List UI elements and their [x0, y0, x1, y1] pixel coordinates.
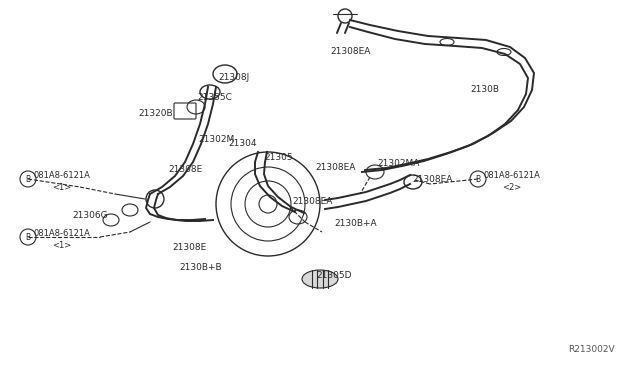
- Text: 2130B+B: 2130B+B: [179, 263, 221, 272]
- Text: 2130B+A: 2130B+A: [334, 218, 376, 228]
- Text: 081A8-6121A: 081A8-6121A: [484, 171, 541, 180]
- Text: 21308J: 21308J: [218, 73, 249, 81]
- Text: 21302M: 21302M: [198, 135, 234, 144]
- Text: <1>: <1>: [52, 183, 71, 192]
- Ellipse shape: [302, 270, 338, 288]
- Text: 21302MA: 21302MA: [377, 160, 419, 169]
- Text: 21308EA: 21308EA: [315, 164, 355, 173]
- Text: 21306G: 21306G: [72, 212, 108, 221]
- Text: B: B: [26, 232, 31, 241]
- Text: B: B: [26, 174, 31, 183]
- Text: <2>: <2>: [502, 183, 521, 192]
- Text: B: B: [476, 174, 481, 183]
- Text: 21308E: 21308E: [168, 164, 202, 173]
- Text: 21308E: 21308E: [172, 243, 206, 251]
- Text: 081A8-6121A: 081A8-6121A: [34, 171, 91, 180]
- Text: 2130B: 2130B: [470, 86, 499, 94]
- Text: 21308EA: 21308EA: [292, 198, 332, 206]
- Text: 21305D: 21305D: [316, 270, 351, 279]
- Text: 081A8-6121A: 081A8-6121A: [34, 228, 91, 237]
- Text: 21304: 21304: [228, 140, 257, 148]
- Text: 21305: 21305: [264, 153, 292, 161]
- Text: 21308EA: 21308EA: [412, 176, 452, 185]
- Text: 21308EA: 21308EA: [330, 48, 371, 57]
- Text: <1>: <1>: [52, 241, 71, 250]
- Text: R213002V: R213002V: [568, 345, 615, 354]
- Text: 21320B: 21320B: [138, 109, 173, 119]
- Text: 21355C: 21355C: [197, 93, 232, 102]
